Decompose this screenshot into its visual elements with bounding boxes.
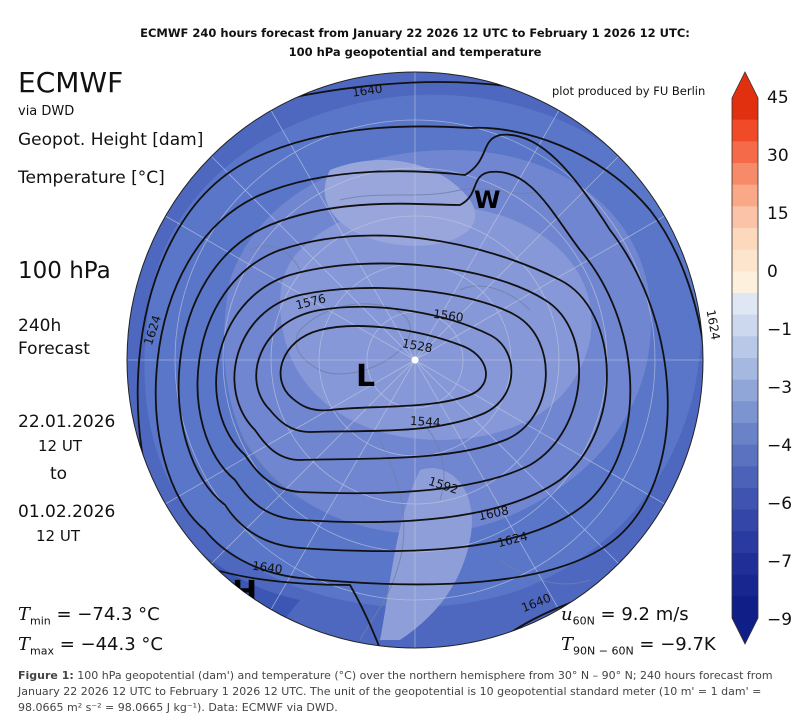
low-pressure-marker: L [356, 359, 375, 394]
contour-label: 1640 [251, 559, 283, 577]
colorbar-tick-label: 30 [767, 146, 789, 166]
contour-1576 [215, 262, 580, 495]
tmax-value: = −44.3 °C [53, 634, 163, 655]
colorbar-segment [732, 423, 758, 446]
temp-shade-inner [280, 204, 592, 440]
colorbar-tick-label: −4 [767, 436, 793, 456]
colorbar-tick-label: −7 [767, 552, 793, 572]
plot-credit: plot produced by FU Berlin [552, 84, 706, 98]
colorbar-segment [732, 596, 758, 619]
t90-symbol: T [561, 634, 574, 655]
contour-1624-outer [136, 125, 703, 561]
colorbar-segment [732, 531, 758, 554]
caption-lead: Figure 1: [18, 669, 74, 682]
colorbar-segment [732, 379, 758, 402]
start-date: 22.01.2026 [18, 412, 116, 432]
end-date: 01.02.2026 [18, 502, 116, 522]
caption-text: 100 hPa geopotential (dam') and temperat… [18, 669, 773, 714]
colorbar-segment [732, 249, 758, 272]
forecast-hours: 240h [18, 316, 62, 336]
geopotential-label: Geopot. Height [dam] [18, 130, 204, 150]
colorbar-segment [732, 184, 758, 207]
colorbar-segment [732, 98, 758, 121]
colorbar-segment [732, 574, 758, 597]
pressure-level: 100 hPa [18, 258, 111, 284]
u60-symbol: u [561, 604, 573, 625]
tmin-sub: min [30, 614, 51, 628]
contour-1640-south [189, 559, 386, 648]
colorbar-segment [732, 466, 758, 489]
colorbar-segment [732, 314, 758, 337]
colorbar-segment [732, 119, 758, 142]
temperature-label: Temperature [°C] [18, 168, 165, 188]
u60-sub: 60N [572, 614, 595, 628]
tmin-symbol: T [18, 604, 31, 625]
title-line-2: 100 hPa geopotential and temperature [288, 45, 542, 59]
temperature-colorbar [731, 71, 759, 645]
title-line-1: ECMWF 240 hours forecast from January 22… [140, 26, 690, 40]
contour-label: 1528 [401, 336, 434, 355]
u60-stat: u60N = 9.2 m/s [561, 604, 689, 628]
tmax-sub: max [30, 644, 54, 658]
colorbar-segment [732, 271, 758, 294]
tmin-stat: Tmin = −74.3 °C [18, 604, 160, 628]
contour-1624-inner [154, 133, 669, 586]
colorbar-min-arrow [732, 618, 758, 644]
colorbar-tick-label: 45 [767, 88, 789, 108]
colorbar-outline [731, 71, 759, 645]
geopotential-contours [136, 81, 703, 648]
colorbar-tick-label: −3 [767, 378, 793, 398]
contour-label: 1608 [477, 503, 510, 523]
north-pole-marker [411, 356, 419, 364]
colorbar-segment [732, 553, 758, 576]
start-time: 12 UT [38, 437, 82, 455]
colorbar-segment [732, 206, 758, 229]
t90-sub: 90N − 60N [573, 644, 634, 658]
to-word: to [50, 464, 68, 484]
tmax-stat: Tmax = −44.3 °C [18, 634, 163, 658]
contour-label: 1560 [432, 307, 464, 325]
contour-1560 [233, 287, 547, 461]
tmax-symbol: T [18, 634, 31, 655]
model-name: ECMWF [18, 66, 124, 99]
colorbar-segment [732, 401, 758, 424]
temp-shade-patch-south [380, 468, 472, 640]
figure-title: ECMWF 240 hours forecast from January 22… [0, 24, 796, 62]
colorbar-segment [732, 488, 758, 511]
contour-label: 1544 [410, 414, 441, 430]
colorbar-segment [732, 509, 758, 532]
colorbar-segment [732, 336, 758, 359]
colorbar-tick-label: 0 [767, 262, 778, 282]
colorbar-tick-label: −6 [767, 494, 793, 514]
colorbar-tick-label: −1 [767, 320, 793, 340]
colorbar-segment [732, 444, 758, 467]
contour-1544 [255, 305, 513, 433]
t90-value: = −9.7K [633, 634, 716, 655]
warm-marker: W [474, 186, 500, 214]
contour-1592 [196, 234, 608, 524]
data-source: via DWD [18, 104, 75, 119]
contour-label: 1640 [351, 82, 383, 100]
u60-value: = 9.2 m/s [594, 604, 689, 625]
contour-label: 1624 [704, 309, 723, 342]
end-time: 12 UT [36, 527, 80, 545]
polar-map: 1640 1624 1624 1576 1560 1528 1544 1592 … [126, 71, 723, 649]
colorbar-segment [732, 163, 758, 186]
coastlines [229, 188, 591, 641]
colorbar-segment [732, 228, 758, 251]
colorbar-max-arrow [732, 72, 758, 98]
contour-1528 [279, 325, 487, 412]
tmin-value: = −74.3 °C [50, 604, 160, 625]
map-outline [126, 71, 704, 649]
figure-caption: Figure 1: 100 hPa geopotential (dam') an… [18, 668, 790, 716]
colorbar-segment [732, 141, 758, 164]
temp-shade-warm-patch [324, 160, 476, 246]
colorbar-segment [732, 358, 758, 381]
contour-1608 [177, 171, 632, 553]
colorbar-segment [732, 293, 758, 316]
colorbar-tick-label: 15 [767, 204, 789, 224]
colorbar-tick-label: −9 [767, 610, 793, 630]
forecast-word: Forecast [18, 339, 90, 359]
t90-stat: T90N − 60N = −9.7K [561, 634, 716, 658]
